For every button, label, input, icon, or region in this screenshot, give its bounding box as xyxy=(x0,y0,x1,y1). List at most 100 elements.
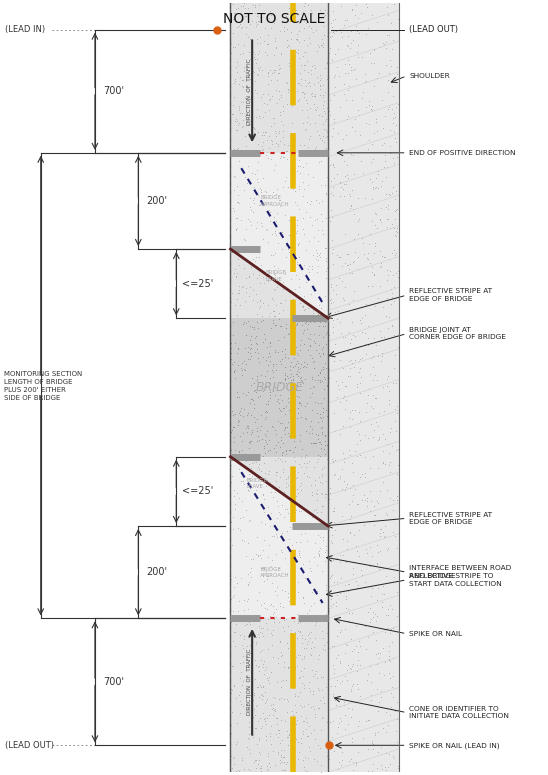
Point xyxy=(349,208,358,220)
Point xyxy=(264,464,273,477)
Point xyxy=(349,64,357,77)
Point xyxy=(344,84,353,96)
Point xyxy=(304,344,313,357)
Point xyxy=(242,329,250,341)
Point xyxy=(321,124,330,136)
Point xyxy=(314,416,323,429)
Point xyxy=(290,196,299,208)
Point xyxy=(304,698,313,710)
Point xyxy=(299,368,307,381)
Point xyxy=(294,350,302,363)
Point xyxy=(295,26,304,38)
Point xyxy=(279,756,288,768)
Point xyxy=(328,314,337,326)
Point xyxy=(341,480,350,493)
Point xyxy=(380,531,389,543)
Point xyxy=(246,248,254,260)
Point xyxy=(253,461,262,474)
Point xyxy=(226,46,235,59)
Point xyxy=(379,381,387,393)
Point xyxy=(244,733,253,746)
Point xyxy=(290,394,299,406)
Point xyxy=(272,519,281,532)
Point xyxy=(279,535,288,547)
Point xyxy=(322,131,330,143)
Point xyxy=(366,485,374,498)
Point xyxy=(239,600,248,612)
Point xyxy=(275,494,283,507)
Point xyxy=(306,129,315,142)
Point xyxy=(271,443,280,455)
Point xyxy=(275,597,284,609)
Point xyxy=(264,398,272,411)
Point xyxy=(326,481,334,494)
Point xyxy=(284,444,293,456)
Point xyxy=(272,560,281,573)
Point xyxy=(320,241,329,253)
Point xyxy=(309,303,318,315)
Point xyxy=(326,204,335,216)
Point xyxy=(239,429,248,441)
Point xyxy=(294,746,303,758)
Point xyxy=(316,389,325,401)
Point xyxy=(263,602,272,615)
Point xyxy=(312,407,321,419)
Point xyxy=(343,53,352,66)
Point xyxy=(289,471,298,484)
Point xyxy=(304,595,313,608)
Point xyxy=(273,334,282,346)
Point xyxy=(277,357,286,370)
Point xyxy=(246,688,255,701)
Point xyxy=(241,110,249,122)
Point xyxy=(239,363,248,376)
Point xyxy=(260,213,269,226)
Point xyxy=(244,603,253,615)
Point xyxy=(324,221,333,233)
Point xyxy=(286,394,295,407)
Point xyxy=(277,542,286,554)
Point xyxy=(344,498,353,510)
Point xyxy=(243,220,252,232)
Point xyxy=(264,756,273,769)
Point xyxy=(246,435,255,447)
Point xyxy=(305,508,313,520)
Point xyxy=(328,30,337,43)
Point xyxy=(323,90,332,102)
Point xyxy=(266,307,275,319)
Point xyxy=(242,741,251,753)
Point xyxy=(373,497,382,509)
Point xyxy=(299,182,308,195)
Point xyxy=(229,26,238,39)
Point xyxy=(336,712,345,725)
Point xyxy=(266,666,275,678)
Point xyxy=(340,294,349,306)
Point xyxy=(273,140,282,152)
Point xyxy=(385,398,393,410)
Point xyxy=(262,429,271,441)
Point xyxy=(283,478,292,491)
Point xyxy=(262,134,271,146)
Point xyxy=(288,598,296,610)
Point xyxy=(249,553,258,565)
Point xyxy=(272,97,281,109)
Point xyxy=(357,7,366,19)
Point xyxy=(346,354,355,367)
Point xyxy=(280,356,289,368)
Point xyxy=(229,495,238,508)
Point xyxy=(261,159,270,171)
Text: (LEAD OUT): (LEAD OUT) xyxy=(409,26,458,34)
Point xyxy=(259,680,267,693)
Point xyxy=(310,724,319,736)
Point xyxy=(346,362,355,374)
Point xyxy=(350,484,359,496)
Point xyxy=(389,244,398,257)
Point xyxy=(324,174,333,187)
Point xyxy=(321,555,330,567)
Point xyxy=(339,78,348,90)
Point xyxy=(264,445,272,457)
Point xyxy=(250,469,259,481)
Point xyxy=(280,423,289,436)
Point xyxy=(288,586,296,598)
Point xyxy=(352,760,361,772)
Point xyxy=(272,469,281,481)
